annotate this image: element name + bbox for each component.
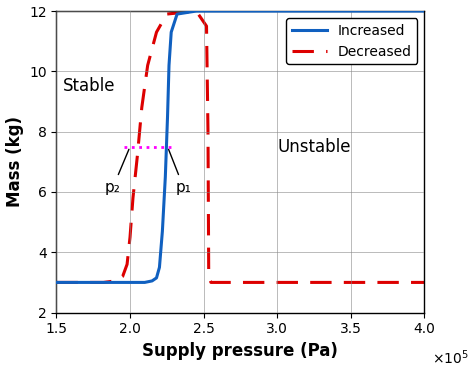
Decreased bbox=[208, 280, 214, 285]
X-axis label: Supply pressure (Pa): Supply pressure (Pa) bbox=[142, 342, 338, 360]
Decreased bbox=[130, 196, 136, 200]
Legend: Increased, Decreased: Increased, Decreased bbox=[286, 18, 417, 64]
Text: p₁: p₁ bbox=[169, 149, 191, 195]
Line: Decreased: Decreased bbox=[56, 11, 424, 282]
Increased bbox=[156, 265, 162, 270]
Line: Increased: Increased bbox=[56, 11, 424, 282]
Increased bbox=[168, 30, 174, 35]
Decreased bbox=[127, 235, 133, 239]
Increased bbox=[149, 279, 155, 283]
Increased bbox=[127, 280, 133, 285]
Increased bbox=[164, 114, 170, 119]
Decreased bbox=[154, 30, 159, 35]
Increased bbox=[274, 9, 280, 13]
Decreased bbox=[206, 274, 211, 279]
Increased bbox=[421, 9, 427, 13]
Decreased bbox=[204, 24, 210, 28]
Decreased bbox=[100, 280, 106, 285]
Decreased bbox=[145, 63, 151, 68]
Text: p₂: p₂ bbox=[105, 149, 129, 195]
Increased bbox=[166, 63, 172, 68]
Decreased bbox=[205, 129, 211, 134]
Decreased bbox=[120, 274, 126, 279]
Increased bbox=[216, 9, 221, 13]
Text: Unstable: Unstable bbox=[277, 138, 351, 156]
Decreased bbox=[112, 279, 118, 283]
Decreased bbox=[124, 262, 130, 266]
Decreased bbox=[135, 154, 140, 158]
Increased bbox=[174, 12, 180, 16]
Increased bbox=[112, 280, 118, 285]
Increased bbox=[160, 229, 165, 233]
Text: $\times10^5$: $\times10^5$ bbox=[432, 349, 468, 367]
Decreased bbox=[139, 105, 145, 110]
Decreased bbox=[54, 280, 59, 285]
Y-axis label: Mass (kg): Mass (kg) bbox=[6, 116, 24, 207]
Increased bbox=[193, 9, 199, 13]
Increased bbox=[154, 276, 159, 280]
Text: Stable: Stable bbox=[63, 78, 115, 95]
Decreased bbox=[164, 12, 170, 16]
Increased bbox=[142, 280, 147, 285]
Decreased bbox=[193, 9, 199, 13]
Decreased bbox=[274, 280, 280, 285]
Increased bbox=[163, 175, 168, 179]
Increased bbox=[54, 280, 59, 285]
Decreased bbox=[421, 280, 427, 285]
